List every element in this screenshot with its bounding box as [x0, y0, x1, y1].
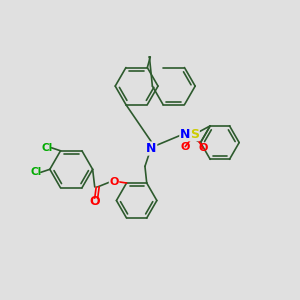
Text: O: O — [181, 142, 190, 152]
Text: Cl: Cl — [41, 143, 53, 153]
Text: O: O — [89, 195, 100, 208]
Text: S: S — [190, 128, 199, 141]
Text: Cl: Cl — [31, 167, 42, 177]
Text: O: O — [198, 143, 208, 153]
Text: N: N — [180, 128, 190, 141]
Text: N: N — [146, 142, 157, 155]
Text: O: O — [109, 176, 119, 187]
